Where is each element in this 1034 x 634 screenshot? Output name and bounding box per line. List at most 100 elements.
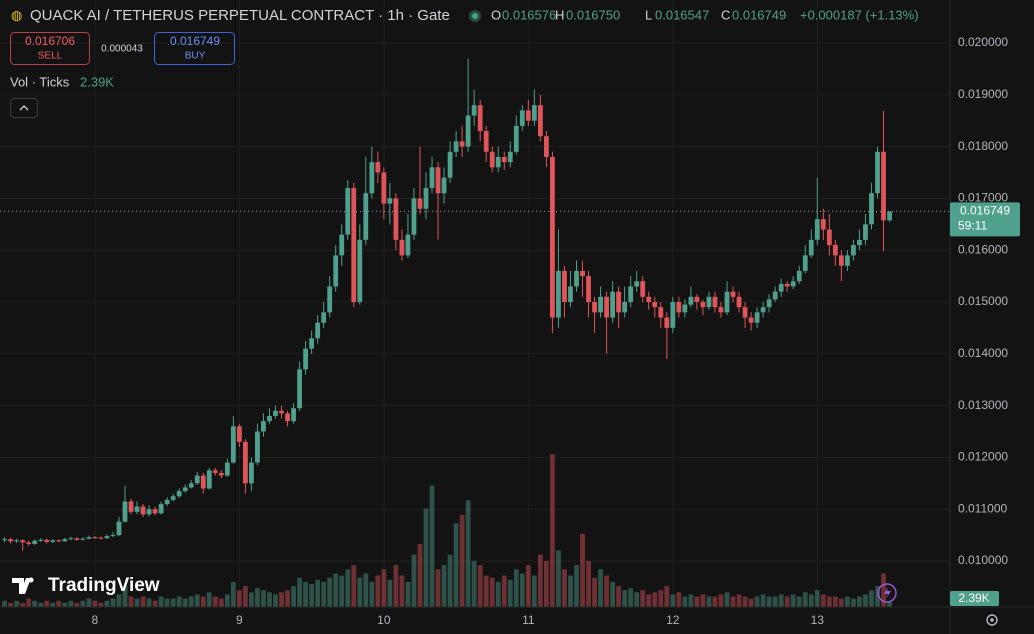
candle-body xyxy=(574,270,579,287)
volume-bar xyxy=(784,596,790,607)
candle-body xyxy=(802,255,808,271)
volume-bar xyxy=(875,586,880,607)
volume-bar xyxy=(501,575,507,607)
candle-body xyxy=(38,539,44,541)
ohlc-label: L xyxy=(645,7,652,22)
candle-body xyxy=(556,270,561,318)
volume-bar xyxy=(140,596,146,607)
candle-body xyxy=(742,307,748,318)
collapse-icon xyxy=(19,105,29,111)
volume-bar xyxy=(273,594,278,607)
candle-body xyxy=(303,348,308,370)
ohlc-label: C xyxy=(721,7,730,22)
settings-icon[interactable] xyxy=(986,614,998,626)
settings-icon xyxy=(990,618,994,622)
volume-bar xyxy=(808,594,814,607)
candle-body xyxy=(369,162,375,194)
y-tick-label: 0.013000 xyxy=(958,398,1008,412)
volume-bar xyxy=(345,569,351,607)
volume-bar xyxy=(236,590,242,607)
alert-icon[interactable] xyxy=(877,583,897,603)
volume-bar xyxy=(399,575,405,607)
volume-bar xyxy=(724,592,730,607)
volume-bar xyxy=(200,596,206,607)
volume-bar xyxy=(423,508,429,607)
candle-body xyxy=(26,542,32,544)
volume-bar xyxy=(628,588,634,607)
volume-bar xyxy=(778,594,784,607)
volume-bar xyxy=(363,573,369,607)
candle-body xyxy=(345,188,351,235)
volume-bar xyxy=(616,586,622,607)
y-tick-label: 0.015000 xyxy=(958,294,1008,308)
volume-bar xyxy=(507,579,513,607)
volume-bar xyxy=(14,600,20,607)
volume-bar xyxy=(832,596,838,607)
candle-body xyxy=(562,270,567,302)
volume-bar xyxy=(68,600,74,607)
volume-bar xyxy=(646,594,652,607)
volume-bar xyxy=(688,594,694,607)
candle-body xyxy=(279,410,284,414)
candle-body xyxy=(80,538,86,540)
x-tick-label: 9 xyxy=(236,613,243,627)
volume-bar xyxy=(218,598,224,607)
volume-bar xyxy=(598,569,603,607)
y-tick-label: 0.016000 xyxy=(958,242,1008,256)
buy-button[interactable] xyxy=(154,32,235,65)
candle-body xyxy=(610,291,616,318)
volume-bar xyxy=(8,602,14,607)
candle-body xyxy=(718,307,724,313)
price-label: 0.016749 xyxy=(960,204,1010,218)
volume-bar xyxy=(495,581,501,607)
volume-bar xyxy=(122,586,128,607)
volume-bar xyxy=(26,598,32,607)
x-tick-label: 13 xyxy=(811,613,825,627)
volume-bar xyxy=(417,544,423,607)
candle-body xyxy=(887,211,892,221)
candle-body xyxy=(519,110,525,126)
candle-body xyxy=(790,281,796,287)
candle-body xyxy=(766,299,772,308)
candle-body xyxy=(429,167,435,189)
candle-body xyxy=(676,301,682,313)
candle-body xyxy=(483,131,489,152)
volume-bar xyxy=(243,586,248,607)
candle-body xyxy=(634,281,640,287)
volume-bar xyxy=(212,596,218,607)
sell-button[interactable] xyxy=(10,32,90,65)
volume-bar xyxy=(610,581,616,607)
volume-bar xyxy=(80,600,86,607)
candle-body xyxy=(580,270,585,277)
candle-body xyxy=(820,219,826,230)
y-tick-label: 0.019000 xyxy=(958,87,1008,101)
candle-body xyxy=(393,198,399,240)
candle-body xyxy=(218,472,224,476)
volume-bar xyxy=(718,594,724,607)
candle-body xyxy=(146,509,152,515)
volume-bar xyxy=(375,575,381,607)
volume-bar xyxy=(188,596,194,607)
candle-body xyxy=(531,105,537,121)
volume-bar xyxy=(857,596,862,607)
volume-label-bg xyxy=(950,591,999,606)
candle-body xyxy=(808,239,814,256)
volume-bar xyxy=(537,554,543,607)
collapse-button[interactable] xyxy=(10,98,38,118)
candle-body xyxy=(381,172,387,204)
volume-bar xyxy=(820,594,826,607)
candle-body xyxy=(507,151,513,163)
volume-bar xyxy=(790,594,796,607)
volume-bar xyxy=(700,594,706,607)
candle-body xyxy=(598,296,603,313)
candle-body xyxy=(399,239,405,256)
candle-body xyxy=(682,304,688,313)
volume-bar xyxy=(640,590,646,607)
volume-bar xyxy=(429,485,435,607)
candle-body xyxy=(50,540,56,542)
volume-bar xyxy=(676,592,682,607)
volume-bar xyxy=(339,575,345,607)
volume-bar xyxy=(622,590,628,607)
